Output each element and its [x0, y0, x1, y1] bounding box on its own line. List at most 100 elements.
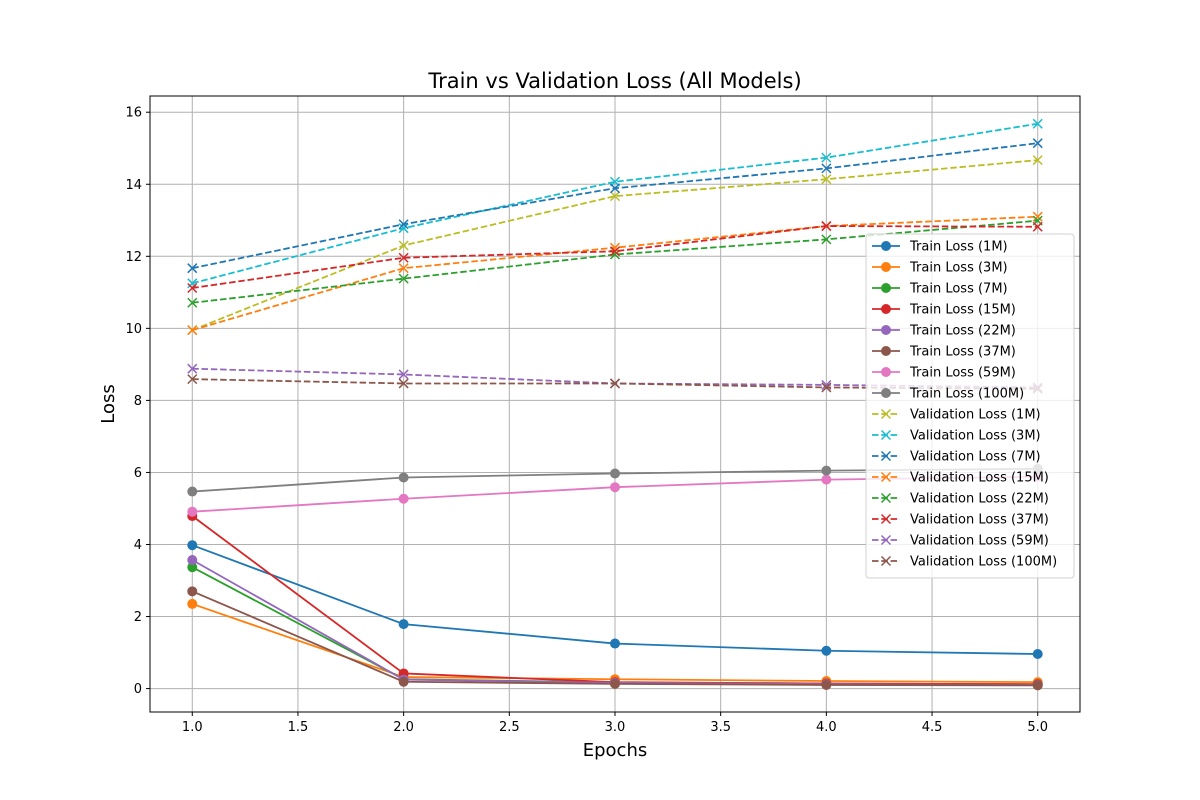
series-train-loss-1m: [187, 540, 1043, 660]
y-tick-label: 4: [134, 538, 142, 553]
x-tick-label: 1.0: [182, 720, 203, 735]
data-point: [1032, 649, 1043, 660]
series-validation-loss-37m: [187, 221, 1043, 294]
data-point: [398, 378, 409, 389]
data-point: [821, 474, 832, 485]
legend-label: Train Loss (1M): [909, 240, 1008, 255]
series-line: [192, 122, 1038, 285]
legend-entry: Train Loss (1M): [872, 240, 1008, 255]
legend-entry: Validation Loss (100M): [872, 555, 1057, 570]
y-tick-label: 14: [125, 178, 142, 193]
legend-label: Validation Loss (37M): [910, 513, 1049, 528]
legend-marker: [880, 471, 892, 483]
legend: Train Loss (1M) Train Loss (3M) Train Loss…: [865, 233, 1075, 579]
data-point: [398, 223, 409, 234]
data-point: [609, 191, 621, 202]
legend-label: Validation Loss (7M): [910, 450, 1041, 465]
data-point: [821, 382, 832, 393]
series-train-loss-37m: [187, 586, 1043, 691]
data-point: [398, 240, 409, 251]
data-point: [187, 363, 198, 374]
legend-label: Train Loss (15M): [909, 303, 1016, 318]
series-validation-loss-7m: [187, 138, 1043, 274]
legend-label: Validation Loss (22M): [910, 492, 1049, 507]
data-point: [610, 482, 620, 493]
data-point: [398, 252, 409, 263]
legend-entry: Validation Loss (37M): [872, 513, 1049, 528]
legend-marker: [881, 304, 891, 314]
y-tick-label: 8: [134, 394, 142, 409]
axis-ticks: 1.0 1.5 2.0 2.5 3.0 3.5 4.0 4.5 5.0 0 2 4 6 8 10 12 14 16: [125, 106, 1048, 735]
data-point: [609, 378, 621, 389]
legend-marker: [881, 262, 891, 272]
legend-marker: [880, 534, 892, 546]
data-point: [609, 246, 621, 257]
data-point: [821, 152, 832, 163]
legend-marker: [881, 325, 891, 335]
legend-marker: [880, 429, 892, 441]
data-point: [1032, 118, 1043, 129]
legend-marker: [880, 555, 892, 567]
data-point: [187, 374, 198, 385]
data-point: [821, 163, 832, 174]
legend-entry: Train Loss (3M): [872, 261, 1008, 276]
x-tick-label: 3.5: [710, 720, 731, 735]
legend-entry: Train Loss (100M): [872, 387, 1024, 402]
legend-label: Train Loss (7M): [909, 282, 1008, 297]
data-point: [610, 468, 620, 479]
x-tick-label: 1.5: [288, 720, 309, 735]
data-point: [398, 273, 409, 284]
legend-marker: [880, 492, 892, 504]
series-validation-loss-22m: [187, 215, 1043, 308]
data-point: [821, 679, 832, 690]
y-tick-label: 0: [134, 682, 142, 697]
data-point: [821, 465, 832, 476]
data-point: [821, 221, 832, 232]
data-point: [398, 219, 409, 230]
data-point: [610, 638, 620, 649]
legend-label: Validation Loss (100M): [910, 555, 1057, 570]
legend-entry: Validation Loss (15M): [872, 471, 1049, 486]
legend-label: Train Loss (37M): [909, 345, 1016, 360]
legend-entry: Train Loss (22M): [872, 324, 1016, 339]
data-point: [187, 278, 198, 289]
data-point: [610, 678, 620, 689]
legend-entry: Validation Loss (3M): [872, 429, 1041, 444]
x-tick-label: 2.5: [499, 720, 520, 735]
x-tick-label: 3.0: [605, 720, 626, 735]
data-point: [1032, 680, 1043, 691]
legend-label: Validation Loss (3M): [910, 429, 1041, 444]
data-point: [821, 234, 832, 245]
legend-marker: [881, 367, 891, 377]
data-point: [187, 506, 198, 517]
legend-entry: Validation Loss (7M): [872, 450, 1041, 465]
series-line: [192, 219, 1038, 304]
legend-box: [865, 233, 1075, 579]
series-line: [191, 159, 1038, 331]
x-tick-label: 5.0: [1027, 720, 1048, 735]
data-point: [398, 619, 409, 630]
y-tick-label: 10: [125, 322, 142, 337]
legend-label: Validation Loss (59M): [910, 534, 1049, 549]
legend-entry: Train Loss (59M): [872, 366, 1016, 381]
data-point: [187, 263, 198, 274]
y-axis-title: Loss: [98, 384, 119, 423]
data-point: [187, 325, 198, 336]
data-point: [1032, 211, 1043, 222]
legend-marker: [881, 346, 891, 356]
data-point: [187, 598, 198, 609]
legend-label: Validation Loss (1M): [910, 408, 1041, 423]
legend-entry: Validation Loss (59M): [872, 534, 1049, 549]
legend-label: Validation Loss (15M): [910, 471, 1049, 486]
chart-title: Train vs Validation Loss (All Models): [427, 69, 801, 93]
x-tick-label: 2.0: [393, 720, 414, 735]
data-point: [609, 183, 621, 194]
data-point: [187, 486, 198, 497]
data-point: [398, 369, 409, 380]
data-point: [187, 554, 198, 565]
legend-entry: Train Loss (15M): [872, 303, 1016, 318]
legend-entry: Train Loss (7M): [872, 282, 1008, 297]
legend-label: Train Loss (59M): [909, 366, 1016, 381]
data-point: [1032, 138, 1043, 149]
data-point: [398, 676, 409, 687]
